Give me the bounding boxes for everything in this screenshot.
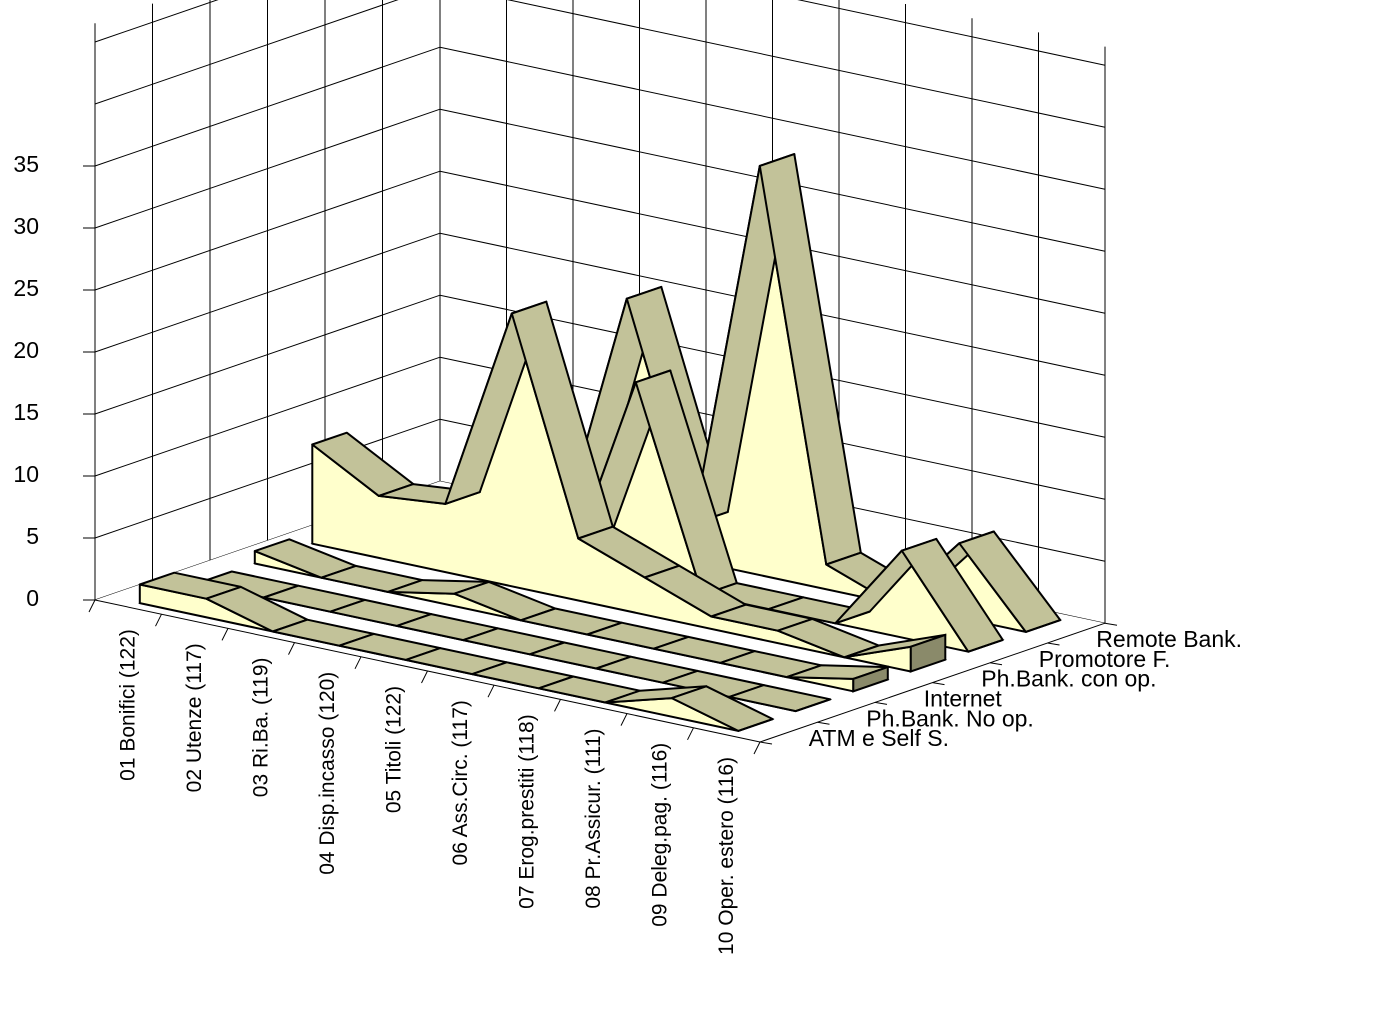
x-tick-mark: [88, 599, 96, 613]
z-tick-mark: [817, 721, 830, 725]
x-tick-mark: [687, 727, 694, 741]
category-label: 04 Disp.incasso (120): [316, 672, 339, 875]
category-axis: 01 Bonifici (122) 02 Utenze (117) 03 Ri.Ba…: [88, 599, 761, 955]
z-tick-mark: [989, 662, 1003, 666]
y-tick-label: 20: [13, 337, 39, 363]
z-tick-mark: [932, 682, 945, 686]
ribbon-end-cap: [795, 698, 831, 713]
ribbon-end-cap: [852, 665, 889, 693]
x-tick-mark: [487, 684, 495, 698]
ribbon-end-cap: [909, 633, 947, 673]
category-label: 05 Titoli (122): [382, 686, 405, 813]
x-tick-mark: [288, 642, 295, 655]
y-tick-label: 15: [13, 399, 39, 425]
category-label: 09 Deleg.pag. (116): [648, 743, 671, 927]
z-tick-mark: [874, 701, 888, 705]
series-ribbon: [137, 571, 775, 732]
y-tick-label: 0: [26, 585, 39, 611]
y-axis: 0 5 10 15 20 25 30 35: [13, 23, 96, 611]
category-label: 10 Oper. estero (116): [715, 757, 738, 955]
y-tick-label: 5: [26, 523, 39, 549]
category-label: 06 Ass.Circ. (117): [449, 700, 472, 865]
series-label: Remote Bank.: [1096, 626, 1242, 652]
series-label: ATM e Self S.: [809, 725, 949, 751]
y-tick-label: 30: [13, 213, 39, 239]
y-tick-label: 25: [13, 275, 39, 301]
category-label: 07 Erog.prestiti (118): [515, 714, 538, 909]
back-wall-gridline: [797, 0, 1106, 66]
series-ribbon: [252, 538, 890, 693]
x-tick-mark: [354, 656, 362, 670]
category-label: 02 Utenze (117): [183, 643, 206, 792]
category-label: 08 Pr.Assicur. (111): [582, 729, 605, 909]
z-tick-mark: [759, 741, 773, 745]
series-axis: ATM e Self S.Ph.Bank. No op.InternetPh.B…: [759, 622, 1242, 751]
x-tick-mark: [753, 741, 761, 755]
category-label: 03 Ri.Ba. (119): [249, 658, 272, 798]
y-tick-label: 10: [13, 461, 39, 487]
series-label: Ph.Bank. con op.: [981, 666, 1156, 692]
ribbon-end-cap: [1025, 619, 1061, 633]
series-ribbon: [195, 570, 833, 713]
series-ribbon: [310, 300, 948, 673]
series-label: Promotore F.: [1039, 646, 1171, 672]
y-tick-label: 35: [13, 151, 39, 177]
chart-ribbons: [137, 153, 1063, 732]
x-tick-mark: [221, 628, 229, 641]
series-label: Internet: [924, 686, 1003, 712]
z-tick-mark: [1047, 642, 1060, 646]
z-tick-mark: [1104, 622, 1118, 626]
category-label: 01 Bonifici (122): [116, 629, 139, 781]
x-tick-mark: [620, 713, 628, 726]
ribbon-end-cap: [967, 638, 1004, 653]
x-tick-mark: [554, 699, 561, 712]
series-label: Ph.Bank. No op.: [866, 705, 1034, 731]
ribbon-end-cap: [737, 718, 774, 732]
x-tick-mark: [155, 613, 162, 627]
x-tick-mark: [421, 670, 428, 684]
